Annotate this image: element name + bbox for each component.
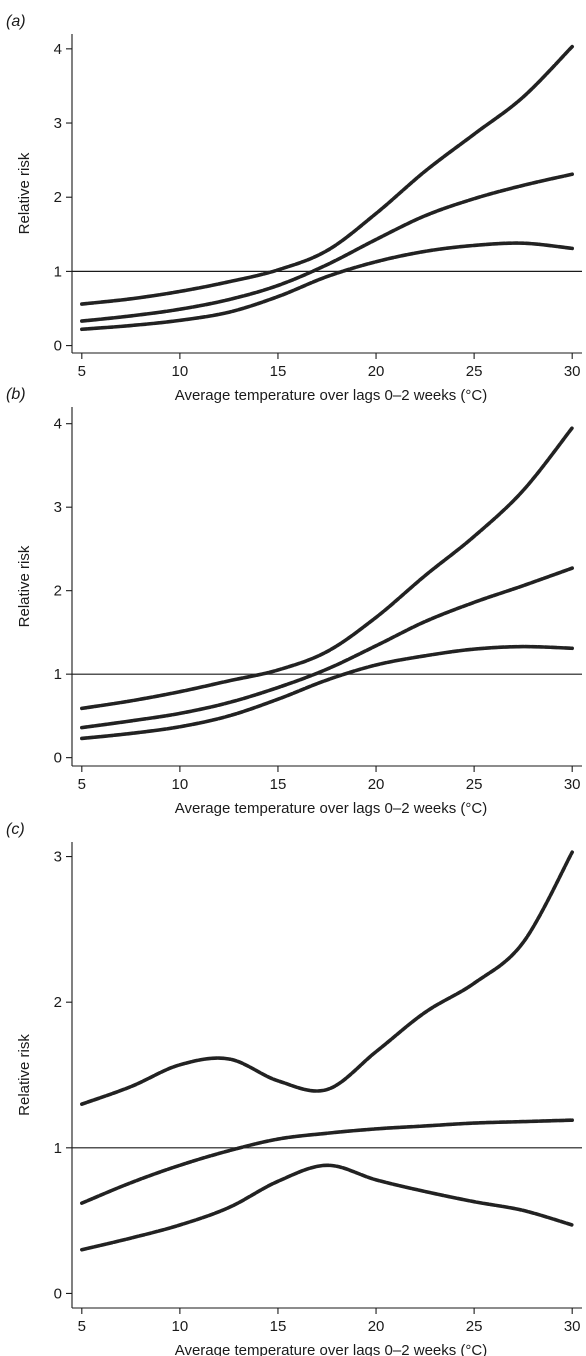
- x-tick-label: 20: [368, 776, 385, 793]
- x-tick-label: 25: [466, 1318, 483, 1335]
- y-tick-label: 4: [54, 416, 62, 433]
- y-tick-label: 0: [54, 338, 62, 355]
- upper-ci-line: [80, 850, 574, 1106]
- chart-panel-2: (b) 0 1 2 3 4 5 10 15 20 25 30 Average temperature o…: [6, 386, 582, 817]
- estimate-line: [80, 566, 574, 730]
- x-axis-title: Average temperature over lags 0–2 weeks …: [175, 1342, 488, 1356]
- y-tick-label: 2: [54, 994, 62, 1011]
- chart-panel-3: (c) 0 1 2 3 5 10 15 20 25 30 Average temperature ov…: [6, 821, 582, 1356]
- estimate-line: [80, 1118, 574, 1205]
- estimate-line: [80, 172, 574, 323]
- y-axis-title: Relative risk: [16, 545, 33, 627]
- x-tick-label: 10: [172, 363, 189, 380]
- x-tick-label: 25: [466, 776, 483, 793]
- y-tick-label: 0: [54, 1285, 62, 1302]
- y-axis-title: Relative risk: [16, 1034, 33, 1116]
- x-tick-label: 5: [78, 776, 86, 793]
- upper-ci-line: [80, 44, 574, 306]
- panel-label: (c): [6, 821, 25, 838]
- x-tick-label: 30: [564, 363, 581, 380]
- y-tick-label: 1: [54, 1140, 62, 1157]
- x-tick-label: 15: [270, 776, 287, 793]
- x-tick-label: 25: [466, 363, 483, 380]
- lower-ci-line: [80, 644, 574, 741]
- panel-label: (b): [6, 386, 26, 403]
- x-tick-label: 10: [172, 1318, 189, 1335]
- upper-ci-line: [80, 426, 574, 711]
- x-tick-label: 15: [270, 363, 287, 380]
- y-tick-label: 1: [54, 263, 62, 280]
- x-tick-label: 15: [270, 1318, 287, 1335]
- y-tick-label: 4: [54, 41, 62, 58]
- x-tick-label: 20: [368, 1318, 385, 1335]
- x-tick-label: 5: [78, 1318, 86, 1335]
- x-tick-label: 30: [564, 1318, 581, 1335]
- chart-panel-1: (a) 0 1 2 3 4 5 10 15 20 25 30 Average temperature o…: [6, 13, 582, 404]
- x-tick-label: 10: [172, 776, 189, 793]
- y-axis-title: Relative risk: [16, 152, 33, 234]
- x-tick-label: 30: [564, 776, 581, 793]
- x-axis-title: Average temperature over lags 0–2 weeks …: [175, 800, 488, 817]
- y-tick-label: 3: [54, 115, 62, 132]
- y-tick-label: 2: [54, 189, 62, 206]
- x-tick-label: 5: [78, 363, 86, 380]
- lower-ci-line: [80, 241, 574, 332]
- x-tick-label: 20: [368, 363, 385, 380]
- x-axis-title: Average temperature over lags 0–2 weeks …: [175, 387, 488, 404]
- y-tick-label: 1: [54, 666, 62, 683]
- lower-ci-line: [80, 1163, 574, 1252]
- y-tick-label: 0: [54, 750, 62, 767]
- y-tick-label: 3: [54, 499, 62, 516]
- y-tick-label: 2: [54, 583, 62, 600]
- panel-label: (a): [6, 13, 26, 30]
- y-tick-label: 3: [54, 849, 62, 866]
